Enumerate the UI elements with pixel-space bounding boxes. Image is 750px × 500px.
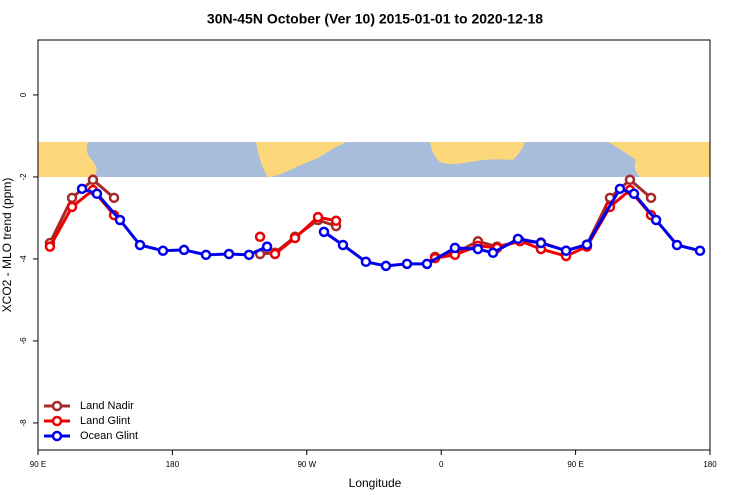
data-point	[694, 245, 706, 256]
data-point	[581, 239, 593, 250]
legend-label: Ocean Glint	[80, 430, 138, 442]
data-point	[614, 183, 626, 195]
data-point	[254, 231, 266, 243]
y-tick-label: 0	[19, 92, 28, 97]
data-point	[178, 244, 190, 256]
y-tick-label: -4	[19, 255, 28, 263]
data-point	[289, 232, 301, 244]
legend-marker	[51, 430, 63, 442]
legend-marker	[51, 415, 63, 427]
data-point	[243, 249, 255, 261]
data-point	[200, 249, 212, 261]
data-point	[114, 214, 126, 226]
data-point	[449, 242, 461, 254]
data-point	[560, 245, 572, 256]
y-axis-label: XCO2 - MLO trend (ppm)	[0, 178, 14, 313]
data-point	[157, 245, 169, 256]
data-point	[380, 260, 392, 272]
data-point	[421, 258, 433, 270]
data-point	[628, 188, 640, 199]
x-tick-label: 90 E	[567, 460, 583, 469]
data-point	[645, 192, 657, 204]
data-point	[487, 247, 499, 259]
data-point	[535, 237, 547, 249]
data-point	[312, 211, 324, 223]
x-tick-label: 180	[703, 460, 717, 469]
data-point	[330, 215, 342, 227]
world-map-strip	[38, 142, 710, 177]
data-point	[360, 256, 372, 268]
data-point	[66, 201, 78, 213]
legend-label: Land Glint	[80, 415, 130, 427]
plot-frame	[37, 39, 711, 451]
x-tick-label: 0	[439, 460, 444, 469]
data-point	[671, 239, 683, 251]
data-point	[472, 243, 484, 255]
legend-marker	[51, 400, 63, 412]
data-point	[76, 183, 88, 195]
y-tick-label: -8	[19, 419, 28, 427]
y-tick-label: -6	[19, 337, 28, 345]
data-point	[134, 239, 146, 251]
x-tick-label: 90 E	[30, 460, 46, 469]
legend: Land Nadir Land Glint Ocean Glint	[44, 400, 138, 442]
data-point	[261, 241, 273, 252]
x-tick-label: 180	[166, 460, 180, 469]
data-point	[87, 174, 99, 186]
x-axis-label: Longitude	[349, 476, 402, 490]
data-point	[401, 258, 413, 270]
data-point	[512, 233, 524, 245]
data-point	[91, 188, 103, 199]
data-point	[223, 248, 235, 260]
legend-label: Land Nadir	[80, 400, 134, 412]
x-tick-label: 90 W	[297, 460, 316, 469]
data-point	[337, 239, 349, 251]
data-point	[108, 192, 120, 204]
data-point	[650, 214, 662, 226]
data-point	[318, 226, 330, 238]
data-point	[66, 192, 78, 204]
data-point	[624, 174, 636, 186]
y-tick-label: -2	[19, 173, 28, 181]
data-point	[44, 241, 56, 252]
data-point	[269, 248, 281, 260]
chart-title: 30N-45N October (Ver 10) 2015-01-01 to 2…	[207, 11, 543, 27]
